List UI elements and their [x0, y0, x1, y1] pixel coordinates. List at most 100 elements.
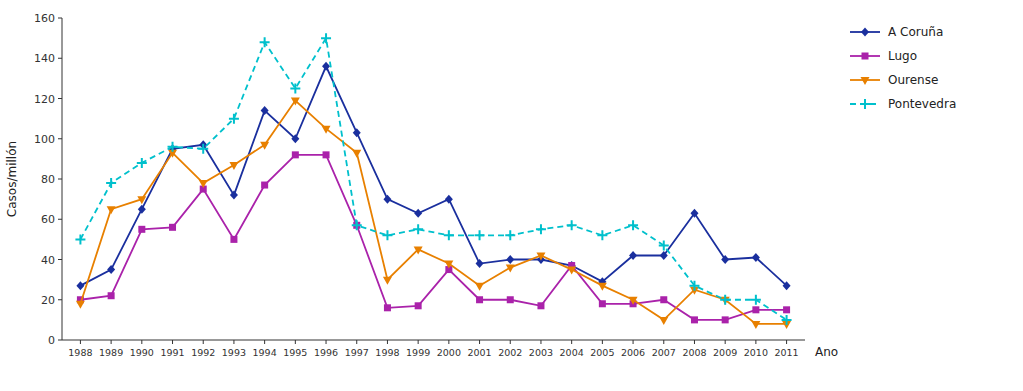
point [352, 220, 362, 230]
x-tick-label: 1995 [283, 347, 307, 358]
point [260, 142, 269, 150]
x-tick [571, 340, 572, 344]
y-tick-label: 0 [48, 334, 55, 347]
point [629, 297, 638, 305]
x-tick-label: 2009 [713, 347, 737, 358]
x-tick-label: 2007 [652, 347, 676, 358]
y-tick [58, 58, 62, 59]
x-tick [203, 340, 204, 344]
plot-area [75, 33, 791, 329]
point [76, 301, 85, 309]
point [229, 162, 238, 170]
x-tick-label: 1994 [253, 347, 277, 358]
x-tick-label: 2010 [744, 347, 768, 358]
point [689, 281, 699, 291]
y-tick-label: 100 [34, 133, 55, 146]
point [691, 316, 698, 323]
point [261, 182, 268, 189]
x-tick [264, 340, 265, 344]
point [414, 209, 422, 218]
point [230, 191, 238, 200]
point [291, 98, 300, 106]
point [599, 300, 606, 307]
point [137, 196, 146, 204]
x-tick [418, 340, 419, 344]
y-tick [58, 340, 62, 341]
x-tick [663, 340, 664, 344]
x-tick-label: 1991 [160, 347, 184, 358]
point [75, 234, 85, 244]
legend-marker [862, 53, 869, 60]
point [108, 292, 115, 299]
x-tick [111, 340, 112, 344]
x-tick [510, 340, 511, 344]
x-tick-label: 2002 [498, 347, 522, 358]
point [414, 246, 423, 254]
point [628, 220, 638, 230]
legend: A Coruña Lugo Ourense Pontevedra [850, 25, 956, 111]
point [107, 206, 116, 214]
point [567, 267, 576, 275]
legend-label: Pontevedra [888, 97, 956, 111]
point [353, 128, 361, 137]
point [690, 209, 698, 218]
point [506, 255, 514, 264]
x-tick [233, 340, 234, 344]
x-tick [694, 340, 695, 344]
point [230, 236, 237, 243]
point [476, 259, 484, 268]
y-tick-label: 20 [41, 294, 55, 307]
x-tick [479, 340, 480, 344]
point [751, 295, 761, 305]
x-tick [786, 340, 787, 344]
series-line [80, 101, 786, 324]
legend-label: Lugo [888, 49, 917, 63]
point [783, 306, 790, 313]
point [292, 151, 299, 158]
point [291, 134, 299, 143]
point [138, 226, 145, 233]
x-tick [448, 340, 449, 344]
point [138, 205, 146, 214]
point [660, 296, 667, 303]
series-line [80, 66, 786, 285]
x-tick-label: 2004 [560, 347, 584, 358]
point [752, 253, 760, 262]
x-tick-label: 1990 [130, 347, 154, 358]
point [505, 230, 515, 240]
x-tick [141, 340, 142, 344]
y-tick-label: 160 [34, 12, 55, 25]
legend-label: A Coruña [888, 25, 943, 39]
x-tick-label: 2011 [774, 347, 798, 358]
y-tick [58, 219, 62, 220]
point [507, 296, 514, 303]
point [169, 224, 176, 231]
point [413, 224, 423, 234]
point [659, 240, 669, 250]
legend-label: Ourense [888, 73, 938, 87]
legend-marker [860, 99, 870, 109]
point [444, 261, 453, 269]
point [476, 296, 483, 303]
point [383, 195, 391, 204]
point [536, 224, 546, 234]
series-line [80, 155, 786, 320]
y-tick-label: 140 [34, 52, 55, 65]
x-axis [62, 340, 805, 341]
point [107, 265, 115, 274]
point [261, 106, 269, 115]
point [537, 302, 544, 309]
y-tick [58, 138, 62, 139]
x-tick [295, 340, 296, 344]
x-tick-label: 1998 [375, 347, 399, 358]
point [475, 230, 485, 240]
x-tick-label: 2001 [467, 347, 491, 358]
point [168, 142, 178, 152]
x-tick [387, 340, 388, 344]
y-tick [58, 98, 62, 99]
x-tick [172, 340, 173, 344]
point [323, 151, 330, 158]
x-tick [725, 340, 726, 344]
point [322, 62, 330, 71]
legend-marker [861, 28, 869, 37]
